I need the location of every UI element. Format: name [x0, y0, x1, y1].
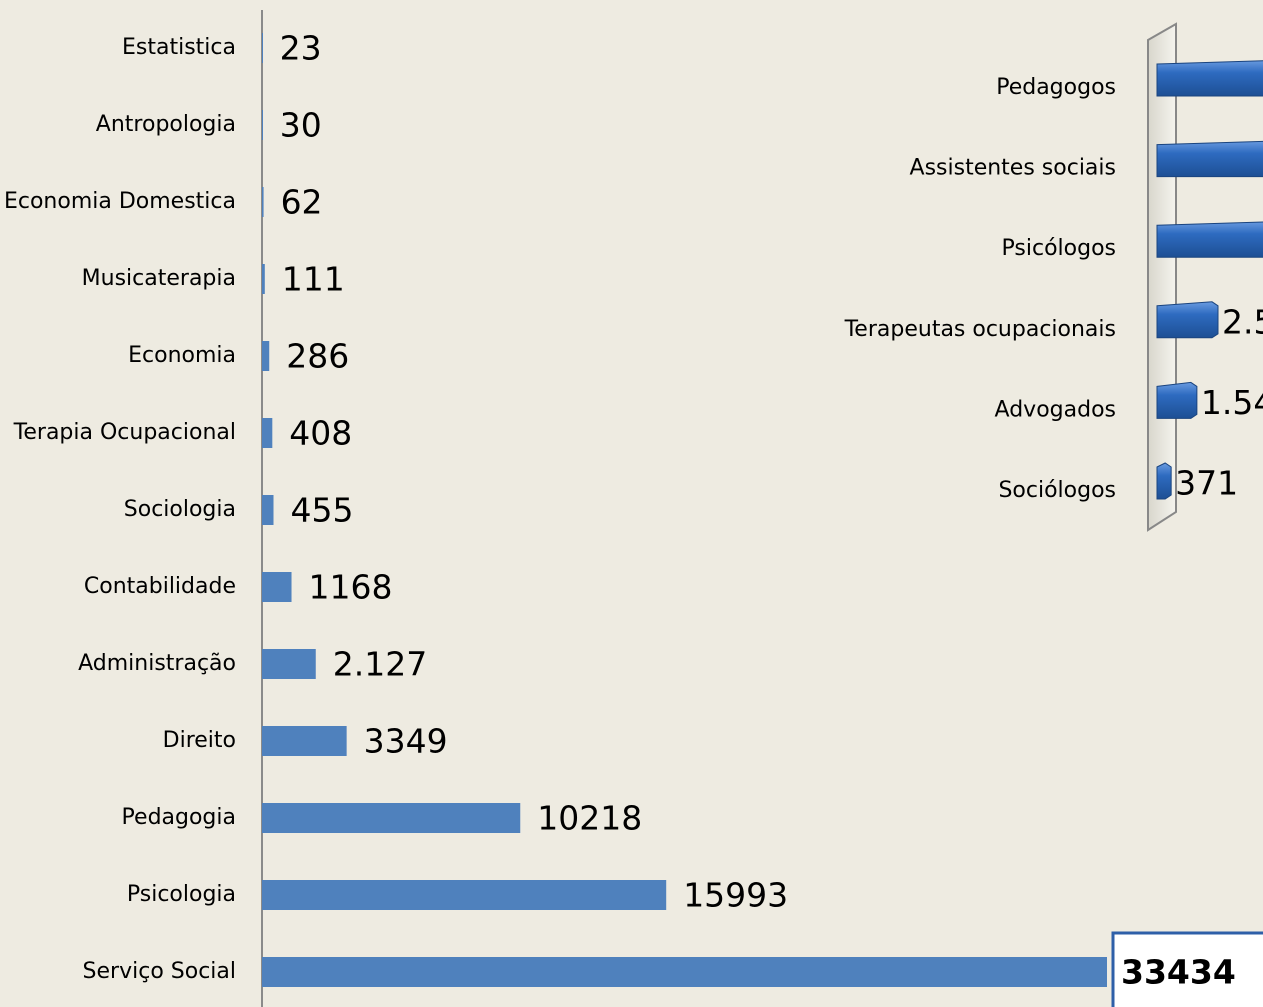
- value-label: 62: [281, 183, 323, 222]
- category-label: Advogados: [995, 397, 1116, 422]
- category-label: Antropologia: [96, 112, 236, 137]
- value-label: 371: [1175, 464, 1238, 503]
- value-label: 1.54: [1201, 383, 1263, 422]
- category-label: Assistentes sociais: [910, 156, 1116, 181]
- category-label: Sociologia: [124, 497, 236, 522]
- bar: [1156, 140, 1263, 178]
- bar: [1156, 221, 1263, 258]
- value-label: 286: [286, 337, 349, 376]
- bar: [262, 341, 270, 371]
- value-label: 111: [282, 260, 345, 299]
- bar: [1156, 462, 1172, 500]
- value-label: 455: [290, 491, 353, 530]
- bar: [262, 264, 265, 294]
- category-label: Psicólogos: [1002, 236, 1116, 261]
- category-label: Economia: [128, 343, 236, 368]
- category-label: Direito: [163, 728, 236, 753]
- category-label: Serviço Social: [83, 959, 236, 984]
- value-label: 2.5: [1222, 302, 1263, 341]
- bar: [262, 957, 1107, 987]
- bar: [262, 33, 263, 63]
- bar: [262, 418, 273, 448]
- value-label: 2.127: [333, 645, 427, 684]
- value-label: 408: [289, 414, 352, 453]
- value-box: [1111, 931, 1263, 1007]
- value-label: 1168: [309, 568, 393, 607]
- category-label: Sociólogos: [998, 478, 1116, 503]
- bar: [262, 495, 274, 525]
- category-label: Terapeutas ocupacionais: [844, 317, 1116, 342]
- bar: [262, 649, 316, 679]
- bar: [262, 880, 667, 910]
- bar: [262, 572, 292, 602]
- value-label: 15993: [683, 876, 788, 915]
- value-label: 23: [280, 29, 322, 68]
- axis-wall: [1147, 22, 1177, 532]
- bar: [262, 187, 264, 217]
- bar: [262, 110, 263, 140]
- bar: [1156, 381, 1198, 419]
- bar: [262, 803, 521, 833]
- category-label: Estatistica: [122, 35, 236, 60]
- category-label: Economia Domestica: [4, 189, 236, 214]
- category-label: Terapia Ocupacional: [13, 420, 236, 445]
- category-label: Contabilidade: [84, 574, 236, 599]
- bar: [262, 726, 347, 756]
- value-label: 3349: [364, 722, 448, 761]
- category-label: Psicologia: [127, 882, 236, 907]
- category-label: Musicaterapia: [82, 266, 236, 291]
- category-label: Administração: [78, 651, 236, 676]
- value-label: 10218: [537, 799, 642, 838]
- value-label: 30: [280, 106, 322, 145]
- category-label: Pedagogia: [122, 805, 236, 830]
- value-label: 33434: [1121, 953, 1236, 992]
- bar: [1156, 60, 1263, 97]
- category-label: Pedagogos: [996, 75, 1116, 100]
- bar: [1156, 301, 1219, 339]
